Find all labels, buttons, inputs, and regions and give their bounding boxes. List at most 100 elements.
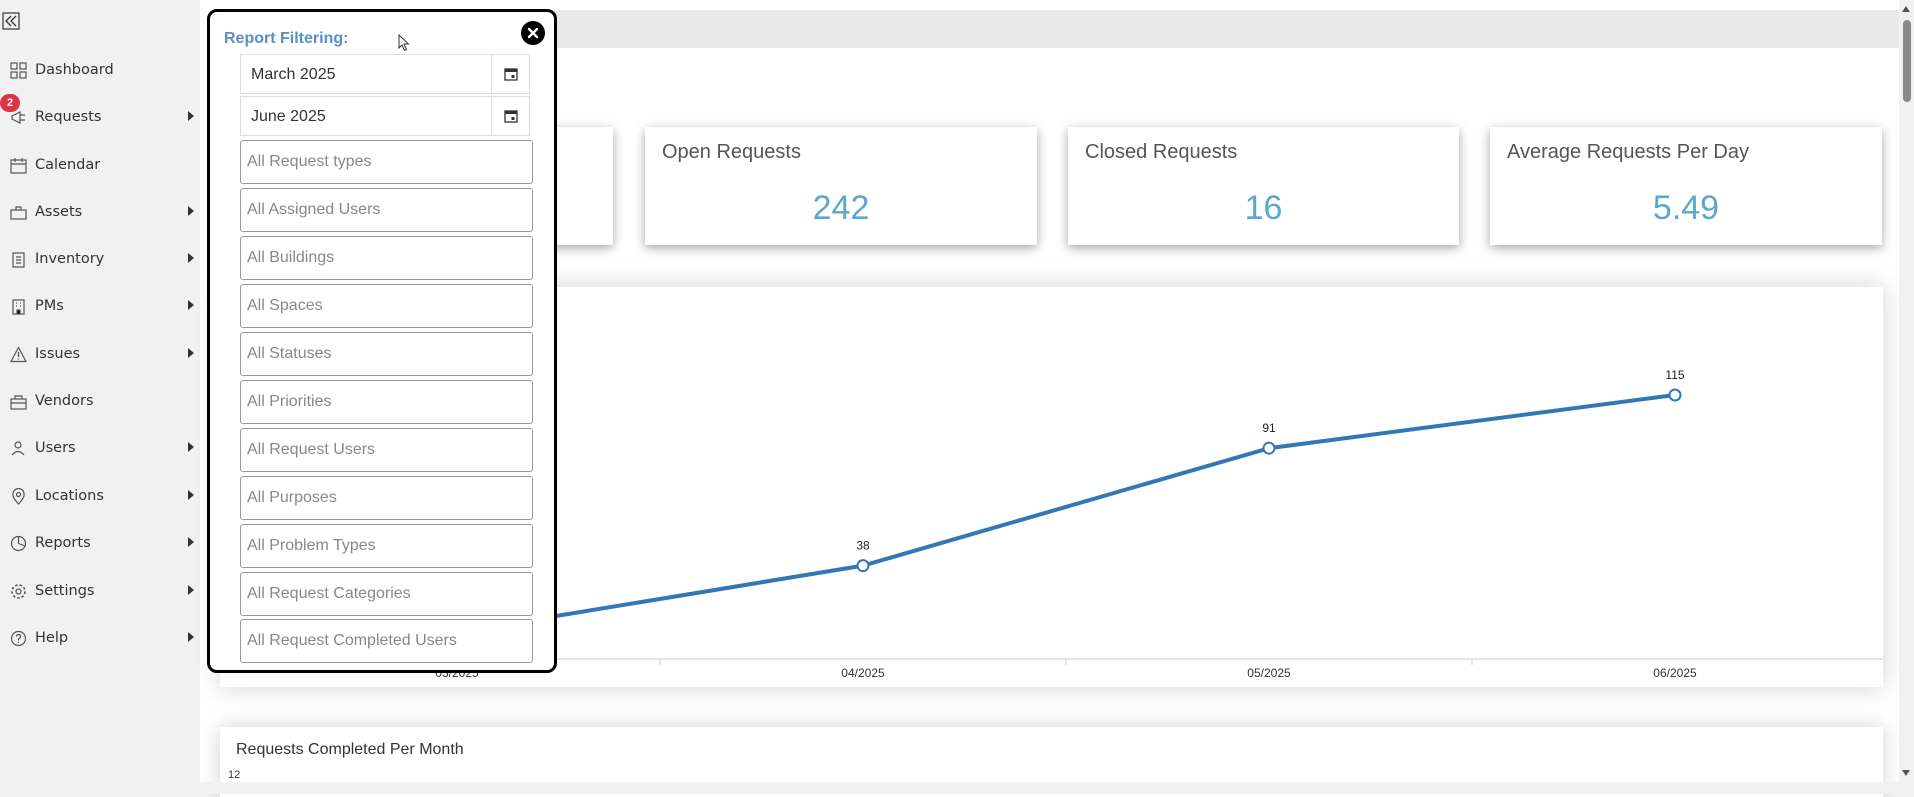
sidebar-item-label: Reports bbox=[35, 535, 91, 551]
select-value: All Spaces bbox=[247, 297, 323, 314]
building-icon bbox=[9, 297, 27, 315]
end-date-field[interactable]: June 2025 bbox=[240, 96, 530, 136]
chart-title: Requests Completed Per Month bbox=[236, 741, 464, 758]
sidebar-item-issues[interactable]: Issues bbox=[0, 339, 200, 369]
y-tick-label: 12 bbox=[228, 769, 241, 781]
sidebar-item-dashboard[interactable]: Dashboard bbox=[0, 55, 200, 85]
warning-icon bbox=[9, 345, 27, 363]
map-pin-icon bbox=[9, 487, 27, 505]
sidebar-item-vendors[interactable]: Vendors bbox=[0, 386, 200, 416]
report-filter-popup: Report Filtering: March 2025 June 2025 A… bbox=[207, 9, 557, 673]
filter-select[interactable]: All Request Completed Users bbox=[240, 619, 533, 663]
sidebar-item-label: Users bbox=[35, 440, 76, 456]
megaphone-icon bbox=[9, 108, 27, 126]
sidebar-item-requests[interactable]: Requests bbox=[0, 102, 200, 132]
card-value: 5.49 bbox=[1652, 189, 1720, 227]
filter-select[interactable]: All Purposes bbox=[240, 476, 533, 520]
select-value: All Priorities bbox=[247, 393, 332, 410]
sidebar-item-label: Settings bbox=[35, 583, 95, 599]
sidebar-item-label: Assets bbox=[35, 204, 83, 220]
sidebar-item-inventory[interactable]: Inventory bbox=[0, 244, 200, 274]
select-value: All Purposes bbox=[247, 489, 337, 506]
data-point bbox=[1262, 441, 1276, 455]
start-date-calendar-button[interactable] bbox=[491, 55, 529, 93]
mouse-cursor-icon bbox=[398, 34, 410, 52]
sidebar-item-locations[interactable]: Locations bbox=[0, 481, 200, 511]
top-bar bbox=[520, 10, 1910, 48]
sidebar-item-reports[interactable]: Reports bbox=[0, 528, 200, 558]
bottom-strip bbox=[0, 782, 1914, 794]
filter-select[interactable]: All Request Categories bbox=[240, 572, 533, 616]
question-icon bbox=[9, 629, 27, 647]
filter-select[interactable]: All Spaces bbox=[240, 284, 533, 328]
clipboard-icon bbox=[9, 250, 27, 268]
chart-pie-icon bbox=[9, 534, 27, 552]
card-title: Closed Requests bbox=[1085, 141, 1238, 163]
select-value: All Problem Types bbox=[247, 537, 376, 554]
sidebar-item-label: Help bbox=[35, 630, 69, 646]
select-value: All Request types bbox=[247, 153, 372, 170]
scroll-thumb[interactable] bbox=[1903, 20, 1911, 102]
users-icon bbox=[9, 439, 27, 457]
data-point bbox=[856, 559, 870, 573]
submenu-arrow-icon bbox=[188, 348, 194, 358]
grid-icon bbox=[9, 61, 27, 79]
sidebar-item-label: Locations bbox=[35, 488, 104, 504]
filter-select[interactable]: All Assigned Users bbox=[240, 188, 533, 232]
card-title: Average Requests Per Day bbox=[1507, 141, 1749, 163]
calendar-icon bbox=[503, 68, 518, 81]
sidebar-item-assets[interactable]: Assets bbox=[0, 197, 200, 227]
close-icon bbox=[527, 27, 539, 39]
submenu-arrow-icon bbox=[188, 585, 194, 595]
sidebar-item-users[interactable]: Users bbox=[0, 433, 200, 463]
submenu-arrow-icon bbox=[188, 253, 194, 263]
data-label: 91 bbox=[1262, 421, 1276, 435]
start-date-field[interactable]: March 2025 bbox=[240, 54, 530, 94]
submenu-arrow-icon bbox=[188, 206, 194, 216]
sidebar-item-label: Calendar bbox=[35, 157, 101, 173]
filter-select[interactable]: All Request types bbox=[240, 140, 533, 184]
submenu-arrow-icon bbox=[188, 537, 194, 547]
close-filter-button[interactable] bbox=[521, 21, 545, 45]
sidebar-item-label: Vendors bbox=[35, 393, 94, 409]
requests-badge: 2 bbox=[0, 94, 20, 112]
x-tick-label: 06/2025 bbox=[1653, 666, 1697, 680]
collapse-sidebar-icon[interactable] bbox=[2, 12, 20, 30]
toolbox-icon bbox=[9, 392, 27, 410]
filter-select[interactable]: All Statuses bbox=[240, 332, 533, 376]
card-value: 242 bbox=[812, 189, 870, 227]
card-title: Open Requests bbox=[662, 141, 801, 163]
sidebar-item-label: Inventory bbox=[35, 251, 105, 267]
scroll-up-arrow[interactable] bbox=[1902, 6, 1910, 12]
sidebar-item-pms[interactable]: PMs bbox=[0, 291, 200, 321]
sidebar-item-label: Issues bbox=[35, 346, 81, 362]
select-value: All Statuses bbox=[247, 345, 332, 362]
filter-select[interactable]: All Problem Types bbox=[240, 524, 533, 568]
series-line bbox=[549, 393, 1676, 619]
end-date-calendar-button[interactable] bbox=[491, 97, 529, 135]
submenu-arrow-icon bbox=[188, 111, 194, 121]
submenu-arrow-icon bbox=[188, 300, 194, 310]
filter-select[interactable]: All Request Users bbox=[240, 428, 533, 472]
filter-select[interactable]: All Buildings bbox=[240, 236, 533, 280]
sidebar-item-help[interactable]: Help bbox=[0, 623, 200, 653]
select-value: All Request Categories bbox=[247, 585, 411, 602]
data-label: 38 bbox=[856, 539, 870, 553]
submenu-arrow-icon bbox=[188, 442, 194, 452]
select-value: All Request Completed Users bbox=[247, 632, 457, 649]
calendar-icon bbox=[503, 110, 518, 123]
sidebar-item-label: PMs bbox=[35, 298, 64, 314]
sidebar-item-calendar[interactable]: Calendar bbox=[0, 150, 200, 180]
sidebar-item-label: Dashboard bbox=[35, 62, 114, 78]
data-point bbox=[1668, 388, 1682, 402]
submenu-arrow-icon bbox=[188, 632, 194, 642]
sidebar-item-settings[interactable]: Settings bbox=[0, 576, 200, 606]
submenu-arrow-icon bbox=[188, 490, 194, 500]
gear-icon bbox=[9, 582, 27, 600]
scroll-down-arrow[interactable] bbox=[1902, 770, 1910, 776]
start-date-value: March 2025 bbox=[251, 66, 336, 83]
filter-select[interactable]: All Priorities bbox=[240, 380, 533, 424]
sidebar-item-label: Requests bbox=[35, 109, 102, 125]
select-value: All Buildings bbox=[247, 249, 335, 266]
vertical-scrollbar[interactable] bbox=[1899, 0, 1914, 782]
